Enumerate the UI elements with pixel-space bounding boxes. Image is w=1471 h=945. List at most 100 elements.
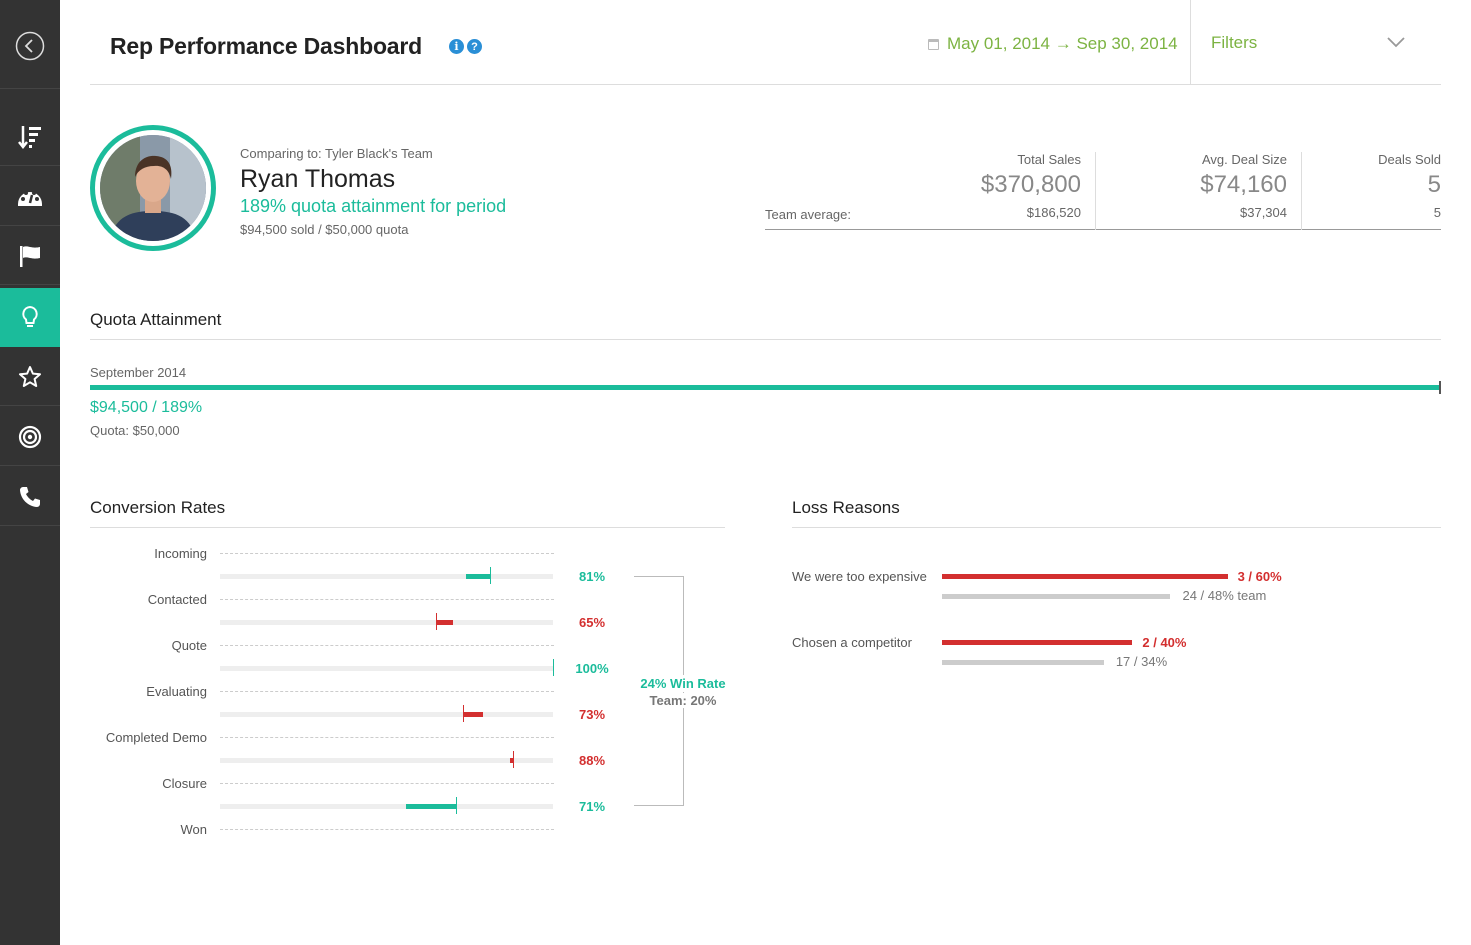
dashboard-gauge-icon xyxy=(18,190,42,206)
calendar-icon xyxy=(928,38,939,50)
stat-divider xyxy=(1301,152,1302,230)
win-rate: 24% Win Rate xyxy=(625,675,741,692)
conversion-bar xyxy=(466,574,490,579)
loss-team-value: 17 / 34% xyxy=(1115,654,1168,669)
team-average-label: Team average: xyxy=(765,207,851,222)
sidebar-nav xyxy=(0,0,60,945)
sort-icon xyxy=(18,125,41,149)
team-win-rate: Team: 20% xyxy=(625,693,741,708)
conversion-bar xyxy=(436,620,454,625)
rep-marker xyxy=(436,613,438,630)
stat-label: Total Sales xyxy=(1017,152,1081,167)
quota-attainment-summary: 189% quota attainment for period xyxy=(240,196,507,216)
stage-divider xyxy=(220,829,554,830)
conversion-track xyxy=(220,712,553,717)
stage-label: Quote xyxy=(171,638,207,653)
loss-team-bar xyxy=(942,594,1171,599)
date-range-picker[interactable]: May 01, 2014 → Sep 30, 2014 xyxy=(928,34,1178,54)
stats-summary: Team average: Total Sales $370,800 $186,… xyxy=(765,148,1441,230)
stage-divider xyxy=(220,691,554,692)
stat-team-value: 5 xyxy=(1433,205,1441,220)
stage-label: Won xyxy=(180,822,208,837)
loss-reason-label: Chosen a competitor xyxy=(792,635,912,650)
flag-icon xyxy=(20,245,40,267)
sidebar-item-dashboard[interactable] xyxy=(0,168,60,226)
stage-divider xyxy=(220,645,554,646)
conversion-track xyxy=(220,620,553,625)
loss-rep-value: 2 / 40% xyxy=(1142,635,1187,650)
filters-dropdown[interactable]: Filters xyxy=(1190,0,1441,85)
stat-divider xyxy=(1095,152,1096,230)
stat-team-value: $186,520 xyxy=(1026,205,1081,220)
sidebar-item-sort[interactable] xyxy=(0,108,60,166)
rep-marker xyxy=(513,751,515,768)
stage-divider xyxy=(220,553,554,554)
stat-value: $74,160 xyxy=(1200,171,1287,198)
loss-team-value: 24 / 48% team xyxy=(1182,588,1267,603)
sidebar-item-flag[interactable] xyxy=(0,227,60,285)
conversion-rate: 100% xyxy=(575,661,609,676)
comparing-to: Comparing to: Tyler Black's Team xyxy=(240,146,433,161)
stage-divider xyxy=(220,599,554,600)
loss-rep-bar xyxy=(942,640,1133,645)
chevron-down-icon xyxy=(1387,37,1405,48)
quota-attainment-heading: Quota Attainment xyxy=(90,310,1441,340)
stage-divider xyxy=(220,737,554,738)
stage-label: Completed Demo xyxy=(105,730,207,745)
stat-label: Deals Sold xyxy=(1378,152,1441,167)
avatar xyxy=(90,125,216,251)
stage-label: Incoming xyxy=(154,546,207,561)
conversion-rate: 81% xyxy=(578,569,606,584)
sold-vs-quota: $94,500 sold / $50,000 quota xyxy=(240,222,409,237)
sidebar-item-favorites[interactable] xyxy=(0,348,60,406)
rep-photo xyxy=(100,135,206,241)
loss-reasons-heading: Loss Reasons xyxy=(792,498,1441,528)
stat-avg-deal-size: Avg. Deal Size $74,160 $37,304 xyxy=(1151,152,1287,230)
conversion-rate: 65% xyxy=(578,615,606,630)
conversion-bar xyxy=(406,804,457,809)
conversion-rate: 88% xyxy=(578,753,606,768)
conversion-bar xyxy=(509,758,514,763)
date-range-text: May 01, 2014 → Sep 30, 2014 xyxy=(947,34,1178,53)
rep-marker xyxy=(456,797,458,814)
filters-label: Filters xyxy=(1211,33,1258,52)
quota-amount: $94,500 / 189% xyxy=(90,399,203,416)
conversion-track xyxy=(220,574,553,579)
target-icon xyxy=(18,425,42,448)
conversion-track xyxy=(220,804,553,809)
lightbulb-icon xyxy=(22,305,38,327)
quota-progress-bar xyxy=(90,385,1441,390)
rep-marker xyxy=(489,567,491,584)
stage-label: Contacted xyxy=(147,592,207,607)
help-icon[interactable]: ? xyxy=(467,39,482,54)
stage-label: Evaluating xyxy=(146,684,207,699)
stat-total-sales: Total Sales $370,800 $186,520 xyxy=(945,152,1081,230)
stage-divider xyxy=(220,783,554,784)
conversion-track xyxy=(220,666,553,671)
conversion-rate: 71% xyxy=(578,799,606,814)
back-button[interactable] xyxy=(0,16,60,76)
rep-marker xyxy=(463,705,465,722)
loss-rep-value: 3 / 60% xyxy=(1237,569,1282,584)
conversion-bar xyxy=(463,712,484,717)
loss-team-bar xyxy=(942,660,1104,665)
rep-marker xyxy=(553,659,554,676)
title-icons: i ? xyxy=(449,39,482,54)
stat-value: 5 xyxy=(1427,171,1441,198)
sidebar-item-goals[interactable] xyxy=(0,408,60,466)
sidebar-item-insights[interactable] xyxy=(0,288,60,347)
quota-target-marker xyxy=(1439,381,1441,394)
star-icon xyxy=(19,365,41,387)
info-icon[interactable]: i xyxy=(449,39,464,54)
stat-team-value: $37,304 xyxy=(1240,205,1287,220)
quota-target: Quota: $50,000 xyxy=(90,423,180,438)
loss-reason-label: We were too expensive xyxy=(792,569,927,584)
stat-value: $370,800 xyxy=(980,171,1081,198)
phone-icon xyxy=(20,486,40,507)
page-title: Rep Performance Dashboard xyxy=(110,33,422,59)
sidebar-item-calls[interactable] xyxy=(0,468,60,526)
quota-progress-fill xyxy=(90,385,1441,390)
rep-name: Ryan Thomas xyxy=(240,165,396,193)
stat-deals-sold: Deals Sold 5 5 xyxy=(1325,152,1441,230)
stage-label: Closure xyxy=(162,776,207,791)
